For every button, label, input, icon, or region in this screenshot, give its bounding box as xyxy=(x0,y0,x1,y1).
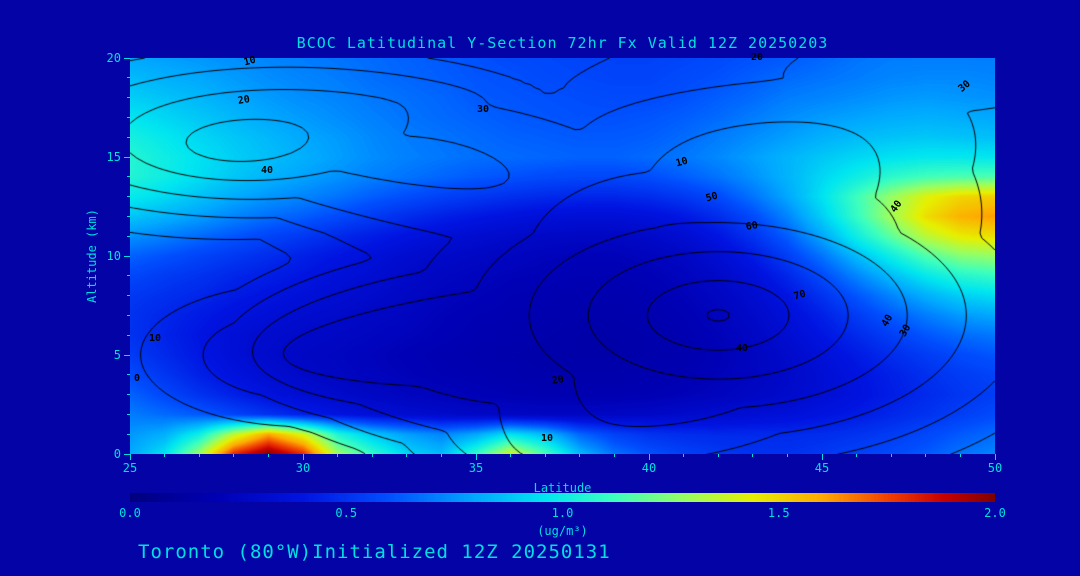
contour-value-label: 40 xyxy=(260,165,274,176)
x-minor-tick xyxy=(510,454,512,457)
y-minor-tick xyxy=(127,413,130,415)
y-minor-tick xyxy=(127,97,130,99)
contour-value-label: 0 xyxy=(133,373,141,384)
contour-value-label: 20 xyxy=(750,52,764,63)
x-minor-tick xyxy=(267,454,269,457)
x-minor-tick xyxy=(683,454,685,457)
x-tick-label: 40 xyxy=(641,461,657,475)
x-tick-label: 45 xyxy=(814,461,830,475)
y-minor-tick xyxy=(127,235,130,237)
heatmap-contour-canvas xyxy=(130,58,995,454)
x-minor-tick xyxy=(406,454,408,457)
x-tick-label: 35 xyxy=(468,461,484,475)
x-major-tick xyxy=(648,454,650,460)
x-minor-tick xyxy=(717,454,719,457)
x-tick-label: 30 xyxy=(295,461,311,475)
y-tick-label: 5 xyxy=(113,348,121,362)
y-axis-label: Altitude (km) xyxy=(85,209,99,303)
contour-value-label: 10 xyxy=(540,433,554,444)
x-minor-tick xyxy=(233,454,235,457)
x-minor-tick xyxy=(164,454,166,457)
y-major-tick xyxy=(124,255,130,257)
y-minor-tick xyxy=(127,295,130,297)
x-minor-tick xyxy=(752,454,754,457)
y-tick-label: 0 xyxy=(113,447,121,461)
x-minor-tick xyxy=(371,454,373,457)
x-axis-label: Latitude xyxy=(533,481,592,495)
y-minor-tick xyxy=(127,116,130,118)
colorbar-tick-label: 1.5 xyxy=(767,506,790,520)
x-minor-tick xyxy=(337,454,339,457)
colorbar-tick-label: 0.5 xyxy=(335,506,358,520)
x-minor-tick xyxy=(544,454,546,457)
y-minor-tick xyxy=(127,136,130,138)
y-minor-tick xyxy=(127,433,130,435)
x-minor-tick xyxy=(613,454,615,457)
y-minor-tick xyxy=(127,374,130,376)
x-major-tick xyxy=(475,454,477,460)
x-major-tick xyxy=(821,454,823,460)
x-minor-tick xyxy=(579,454,581,457)
contour-value-label: 40 xyxy=(735,343,749,354)
x-minor-tick xyxy=(440,454,442,457)
x-major-tick xyxy=(302,454,304,460)
y-minor-tick xyxy=(127,215,130,217)
y-minor-tick xyxy=(127,275,130,277)
y-minor-tick xyxy=(127,196,130,198)
colorbar-tick-label: 1.0 xyxy=(551,506,574,520)
x-tick-label: 50 xyxy=(987,461,1003,475)
y-tick-label: 15 xyxy=(106,150,121,164)
y-tick-label: 20 xyxy=(106,51,121,65)
x-minor-tick xyxy=(959,454,961,457)
x-minor-tick xyxy=(198,454,200,457)
y-major-tick xyxy=(124,57,130,59)
contour-value-label: 60 xyxy=(745,220,759,233)
colorbar xyxy=(130,493,995,502)
plot-title: BCOC Latitudinal Y-Section 72hr Fx Valid… xyxy=(296,34,829,52)
x-tick-label: 25 xyxy=(122,461,138,475)
y-minor-tick xyxy=(127,314,130,316)
colorbar-tick-label: 2.0 xyxy=(984,506,1006,520)
contour-value-label: 20 xyxy=(237,94,251,107)
x-minor-tick xyxy=(856,454,858,457)
colorbar-units-label: (ug/m³) xyxy=(537,524,588,538)
contour-value-label: 30 xyxy=(476,104,490,115)
y-tick-label: 10 xyxy=(106,249,121,263)
y-minor-tick xyxy=(127,334,130,336)
y-minor-tick xyxy=(127,394,130,396)
y-major-tick xyxy=(124,453,130,455)
colorbar-tick-label: 0.0 xyxy=(119,506,141,520)
contour-value-label: 20 xyxy=(551,374,565,387)
contour-value-label: 10 xyxy=(148,333,162,344)
y-minor-tick xyxy=(127,77,130,79)
x-minor-tick xyxy=(786,454,788,457)
x-major-tick xyxy=(994,454,996,460)
y-major-tick xyxy=(124,354,130,356)
y-minor-tick xyxy=(127,176,130,178)
x-minor-tick xyxy=(925,454,927,457)
x-major-tick xyxy=(129,454,131,460)
y-major-tick xyxy=(124,156,130,158)
init-info-text: Toronto (80°W)Initialized 12Z 20250131 xyxy=(138,541,611,563)
x-minor-tick xyxy=(890,454,892,457)
